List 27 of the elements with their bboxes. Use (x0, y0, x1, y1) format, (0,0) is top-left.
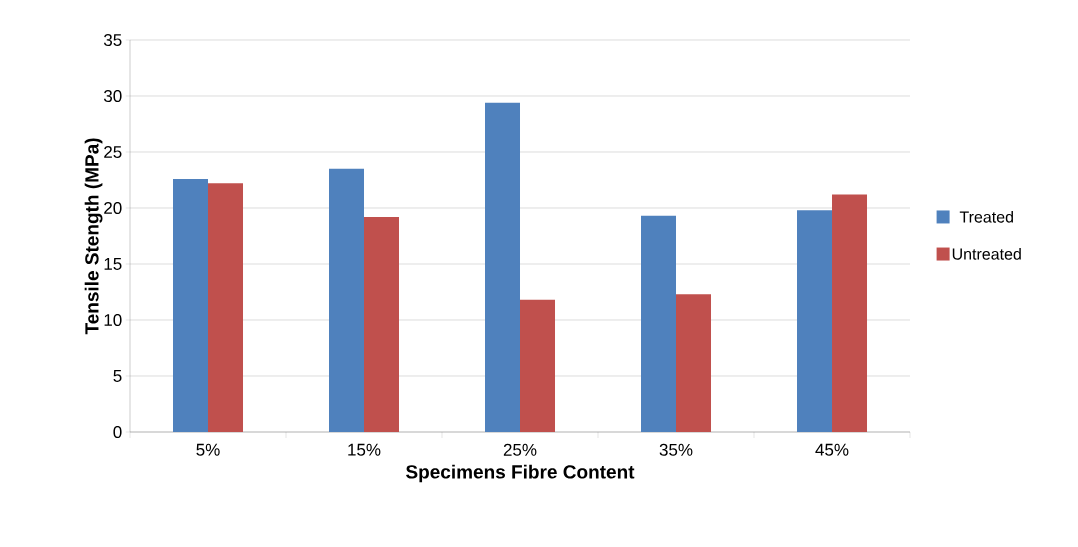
x-tick-label: 5% (196, 443, 220, 456)
x-tick-label: 25% (503, 443, 537, 456)
bar (485, 102, 520, 432)
bar (641, 215, 676, 432)
x-axis-title: Specimens Fibre Content (406, 464, 635, 483)
bar (832, 194, 868, 432)
y-tick-label: 15 (104, 258, 122, 270)
bar (797, 210, 833, 432)
bar (520, 299, 555, 432)
y-tick-label: 5 (113, 370, 122, 382)
legend-label: Untreated (952, 247, 1021, 260)
y-tick-label: 10 (104, 313, 122, 327)
y-tick-label: 20 (104, 201, 122, 215)
y-tick-label: 30 (103, 89, 122, 103)
bar (173, 178, 208, 432)
x-tick-label: 15% (348, 443, 381, 456)
bar (208, 183, 243, 432)
y-axis-title: Tensile Stength (MPa) (84, 138, 103, 335)
bar (364, 216, 399, 432)
bar (329, 168, 364, 432)
y-tick-label: 0 (113, 425, 122, 439)
y-tick-label: 25 (104, 145, 122, 159)
x-tick-label: 45% (815, 443, 849, 456)
y-tick-label: 35 (103, 33, 122, 47)
bar (676, 294, 711, 432)
legend-label: Treated (959, 210, 1013, 223)
x-tick-label: 35% (659, 443, 693, 456)
